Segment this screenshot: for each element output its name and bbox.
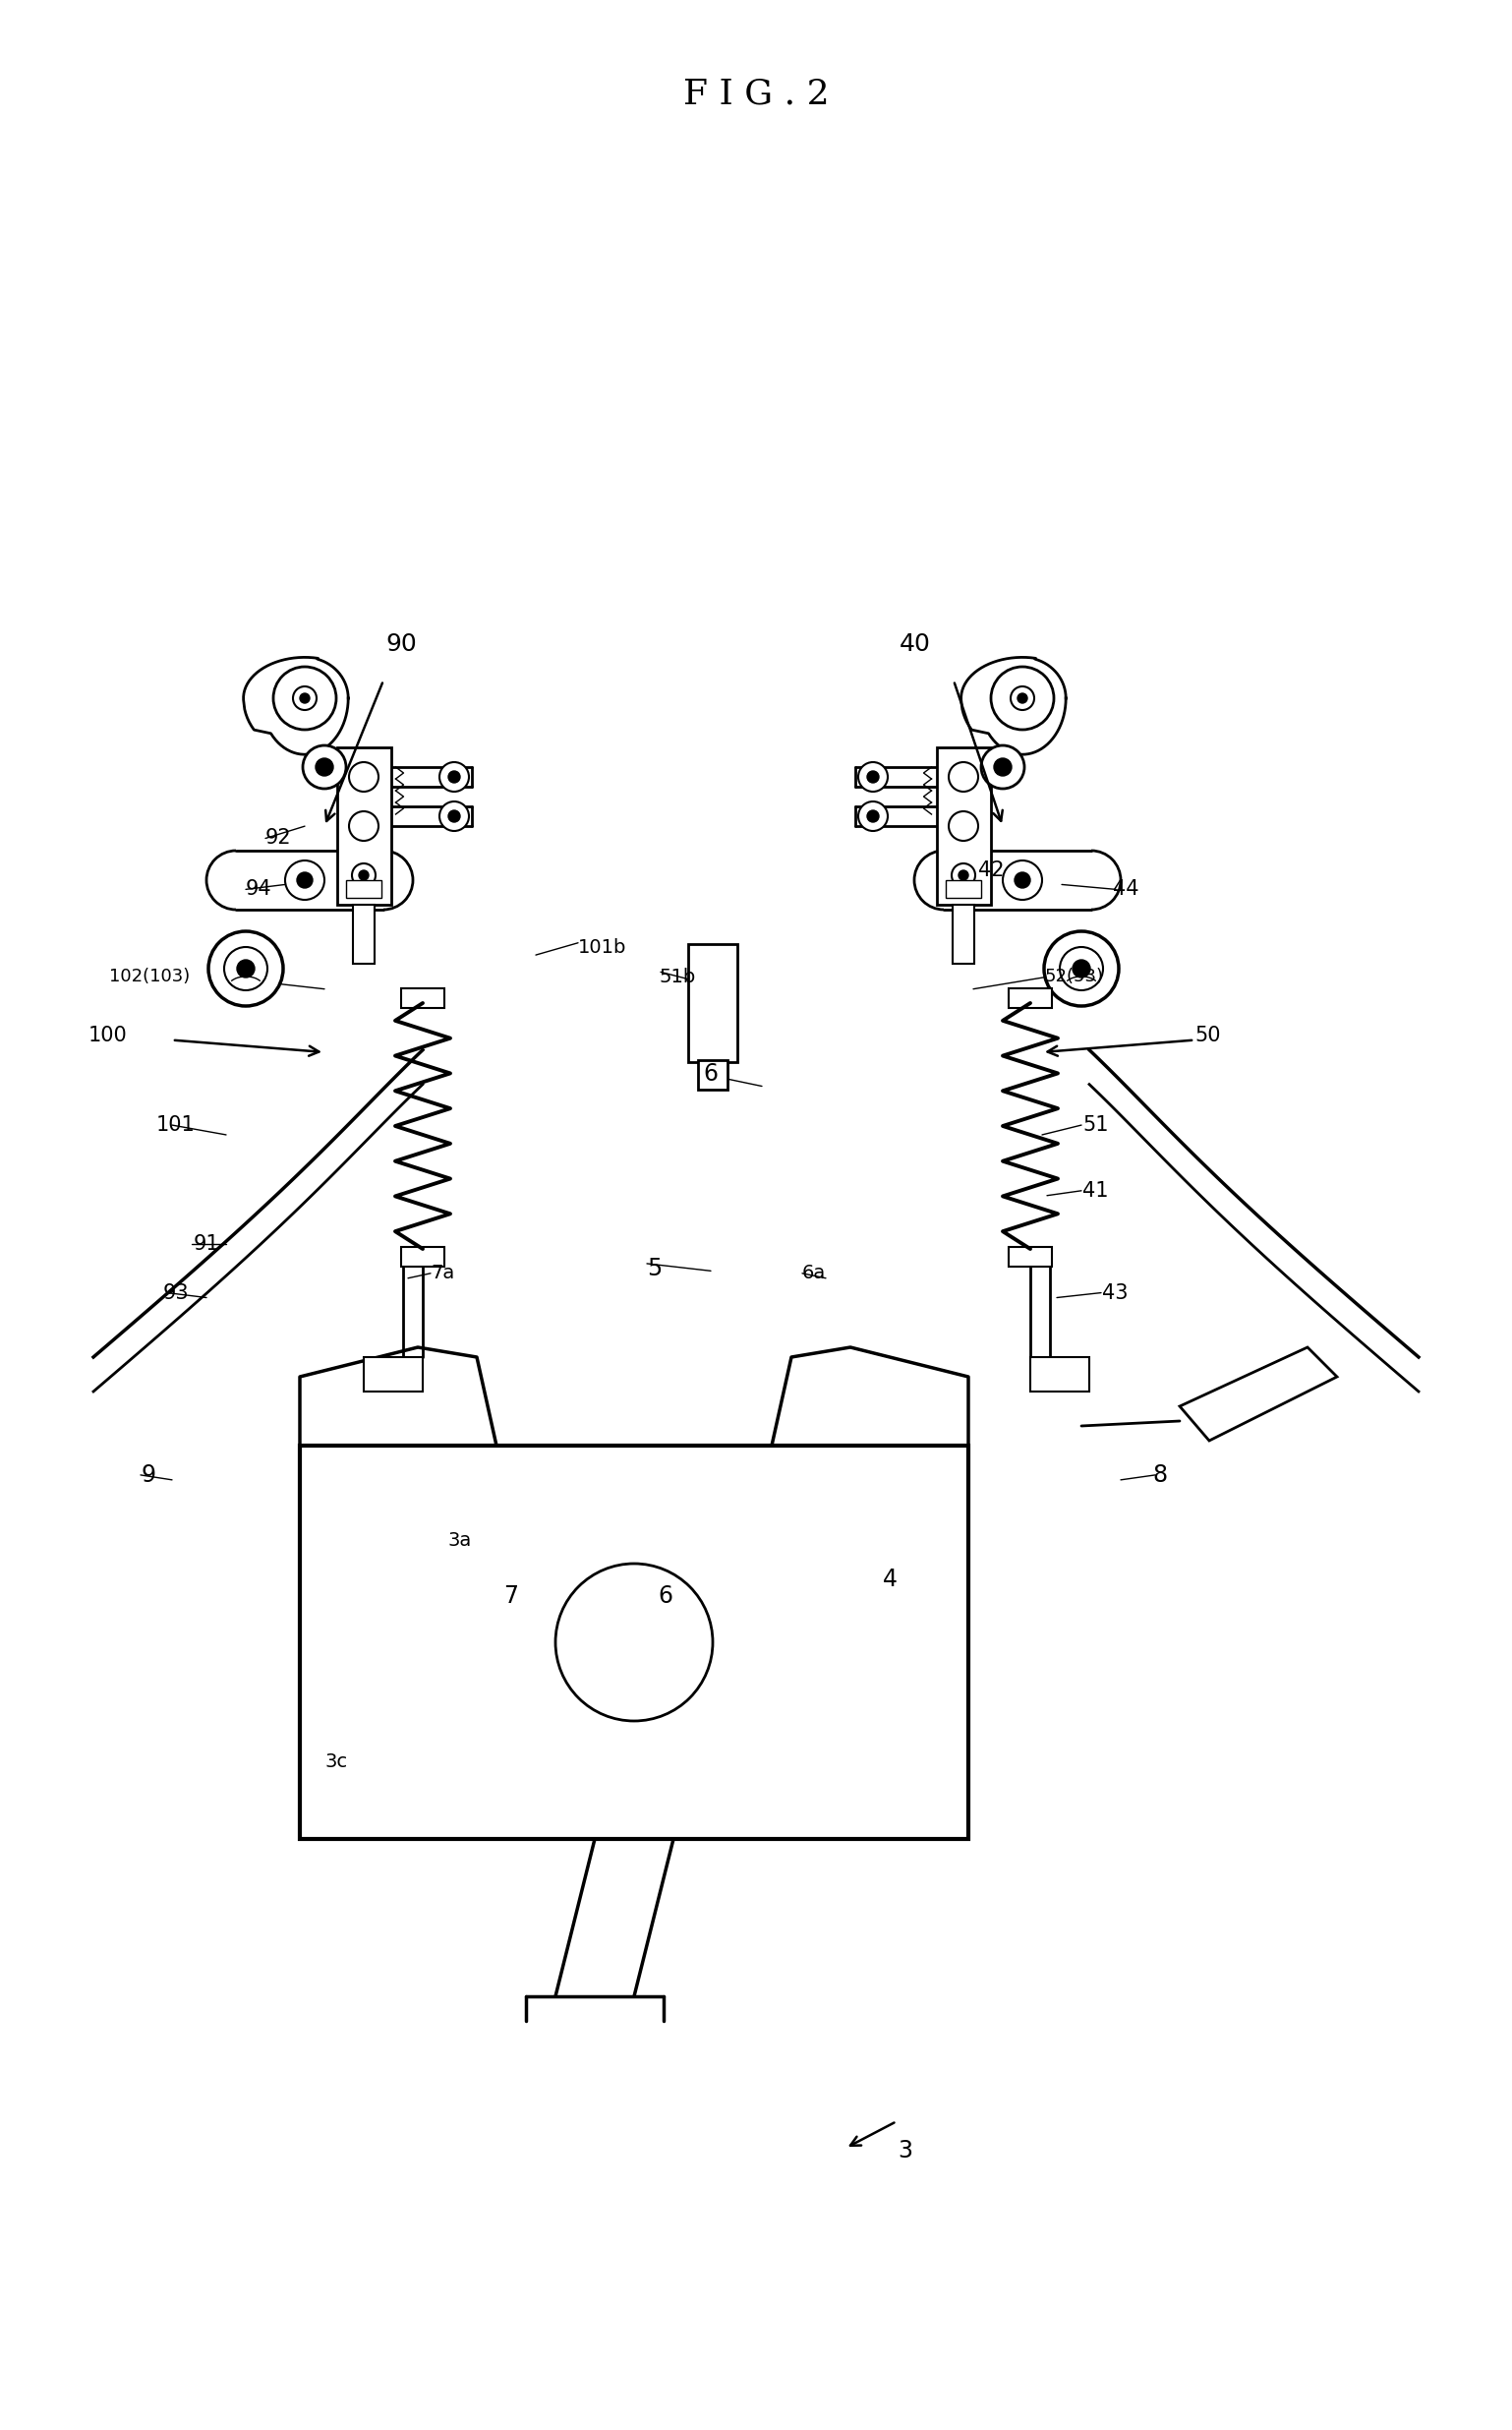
Circle shape [859, 763, 888, 792]
Circle shape [1002, 860, 1042, 899]
Text: 51: 51 [1083, 1115, 1108, 1135]
Circle shape [981, 746, 1025, 790]
Circle shape [349, 763, 378, 792]
Bar [953, 904, 974, 965]
Bar [1030, 1356, 1089, 1392]
Circle shape [299, 693, 310, 702]
Circle shape [1060, 948, 1104, 991]
Text: 44: 44 [1113, 880, 1139, 899]
Bar [688, 945, 738, 1062]
Text: 101b: 101b [578, 938, 626, 957]
Text: 91: 91 [194, 1234, 219, 1254]
Circle shape [302, 746, 346, 790]
Circle shape [440, 763, 469, 792]
Text: 43: 43 [1102, 1283, 1128, 1302]
Text: 102(103): 102(103) [109, 967, 189, 987]
Text: 100: 100 [88, 1025, 127, 1045]
Bar [364, 1356, 423, 1392]
Circle shape [990, 666, 1054, 729]
Text: 9: 9 [141, 1463, 156, 1487]
Circle shape [448, 770, 460, 782]
Bar [337, 748, 390, 904]
Text: F I G . 2: F I G . 2 [683, 78, 829, 109]
Text: 3a: 3a [448, 1531, 472, 1550]
Text: 90: 90 [386, 632, 417, 656]
Bar [299, 1446, 968, 1840]
Circle shape [440, 802, 469, 831]
Circle shape [209, 931, 283, 1006]
Text: 93: 93 [163, 1283, 189, 1302]
Text: 4: 4 [883, 1567, 898, 1592]
Text: 92: 92 [265, 829, 290, 848]
Text: 94: 94 [245, 880, 271, 899]
Text: 42: 42 [978, 860, 1004, 880]
Text: 3: 3 [898, 2138, 913, 2163]
Text: 6: 6 [658, 1584, 673, 1609]
Circle shape [352, 863, 375, 887]
Text: 40: 40 [900, 632, 931, 656]
Circle shape [293, 685, 316, 710]
Text: 7: 7 [503, 1584, 519, 1609]
Circle shape [316, 758, 333, 775]
Text: 101: 101 [156, 1115, 195, 1135]
Circle shape [1072, 960, 1090, 977]
Circle shape [859, 802, 888, 831]
Circle shape [1010, 685, 1034, 710]
Text: 51b: 51b [659, 967, 696, 987]
Bar [401, 1247, 445, 1266]
Bar [346, 880, 381, 897]
Circle shape [1045, 931, 1119, 1006]
Circle shape [286, 860, 325, 899]
Circle shape [1018, 693, 1027, 702]
Circle shape [948, 812, 978, 841]
Circle shape [948, 763, 978, 792]
Bar [401, 989, 445, 1008]
Circle shape [866, 770, 878, 782]
Text: 52(53): 52(53) [1045, 967, 1104, 987]
Text: 7a: 7a [431, 1264, 455, 1283]
Bar [699, 1059, 727, 1089]
Circle shape [296, 872, 313, 887]
Text: 6: 6 [703, 1062, 718, 1086]
Circle shape [224, 948, 268, 991]
Text: 41: 41 [1083, 1181, 1108, 1200]
Circle shape [959, 870, 968, 880]
Circle shape [866, 809, 878, 821]
Bar [1009, 1247, 1052, 1266]
Circle shape [358, 870, 369, 880]
Circle shape [993, 758, 1012, 775]
Circle shape [274, 666, 336, 729]
Circle shape [448, 809, 460, 821]
Text: 5: 5 [647, 1256, 662, 1281]
Bar [936, 748, 990, 904]
Bar [945, 880, 981, 897]
Bar [352, 904, 375, 965]
Text: 8: 8 [1152, 1463, 1167, 1487]
Bar [1009, 989, 1052, 1008]
Polygon shape [1179, 1346, 1337, 1441]
Circle shape [951, 863, 975, 887]
Text: 50: 50 [1194, 1025, 1220, 1045]
Text: 6a: 6a [801, 1264, 826, 1283]
Text: 3c: 3c [325, 1752, 348, 1771]
Circle shape [1015, 872, 1030, 887]
Circle shape [237, 960, 254, 977]
Circle shape [349, 812, 378, 841]
